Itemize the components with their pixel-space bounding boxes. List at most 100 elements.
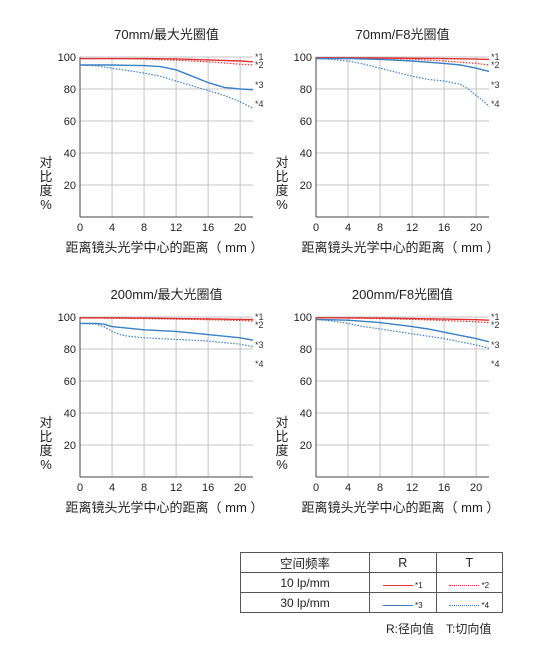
series-line-3: [316, 57, 490, 73]
x-tick-label: 12: [170, 482, 182, 494]
x-tick-label: 4: [109, 222, 115, 234]
y-tick-label: 80: [64, 344, 76, 356]
y-tick-label: 20: [64, 180, 76, 192]
y-tick-label: 80: [300, 84, 312, 96]
x-axis-label: 距离镜头光学中心的距离（ mm ）: [66, 240, 264, 255]
chart-title: 70mm/F8光圈值: [356, 27, 450, 42]
x-tick-label: 0: [313, 222, 319, 234]
x-tick-label: 8: [141, 222, 147, 234]
series-label: *3: [255, 340, 264, 350]
series-label: *3: [491, 340, 500, 350]
series-line-4: [315, 58, 490, 108]
chart-title: 70mm/最大光圈值: [114, 27, 219, 42]
x-tick-label: 16: [202, 222, 214, 234]
y-tick-label: 20: [300, 180, 312, 192]
legend-header-frequency: 空间频率: [239, 552, 371, 573]
series-line-1: [316, 57, 490, 61]
x-tick-label: 20: [470, 222, 482, 234]
y-axis-label: 对比度%: [39, 155, 52, 212]
y-tick-label: 20: [64, 440, 76, 452]
x-tick-label: 0: [313, 482, 319, 494]
x-tick-label: 20: [470, 482, 482, 494]
legend-row: 30 lp/mm *3 *4: [239, 592, 504, 613]
x-tick-label: 16: [438, 222, 450, 234]
chart-panel: 70mm/最大光圈值 20 40 60 80 100 0 4 8 12 16 20 距离镜头光学中心的距…: [39, 27, 263, 255]
y-axis-label-char: 度: [275, 443, 288, 458]
x-tick-label: 12: [406, 222, 418, 234]
y-axis-label-char: 度: [39, 443, 52, 458]
x-tick-label: 12: [406, 482, 418, 494]
series-label: *3: [491, 80, 500, 90]
y-axis-label-char: 对: [39, 415, 52, 430]
x-tick-label: 4: [345, 482, 351, 494]
y-tick-label: 40: [64, 408, 76, 420]
series-line-2: [315, 317, 490, 324]
footnote-tangential: T:切向值: [446, 622, 492, 636]
x-tick-label: 0: [77, 222, 83, 234]
y-axis-label-char: 对: [275, 415, 288, 430]
legend-swatch-r-solid: *1: [383, 581, 423, 590]
series-label: *2: [255, 320, 264, 330]
chart-panel: 70mm/F8光圈值 20 40 60 80 100 0 4 8 12 16 20 距离镜头光学中心的距…: [275, 27, 499, 255]
series-line-4: [79, 64, 254, 109]
y-tick-label: 60: [64, 116, 76, 128]
y-tick-label: 80: [64, 84, 76, 96]
y-tick-label: 100: [294, 312, 312, 324]
series-line-1: [316, 317, 490, 321]
series-label: *3: [255, 80, 264, 90]
series-label: *1: [491, 312, 500, 322]
y-axis-label: 对比度%: [39, 415, 52, 472]
legend-swatch-t-dotted: *4: [449, 601, 489, 610]
x-tick-label: 8: [377, 482, 383, 494]
y-axis-label-char: 度: [39, 183, 52, 198]
x-tick-label: 20: [234, 482, 246, 494]
series-line-2: [80, 57, 254, 66]
y-axis-label-char: 比: [275, 169, 288, 184]
y-tick-label: 100: [58, 52, 76, 64]
series-label: *1: [255, 312, 264, 322]
legend-row: 10 lp/mm *1 *2: [239, 572, 504, 593]
chart-title: 200mm/最大光圈值: [111, 287, 223, 302]
y-tick-label: 100: [58, 312, 76, 324]
series-line-3: [80, 64, 254, 91]
legend-table: 空间频率 R T 10 lp/mm *1 *2 30 lp/mm *3 *4: [239, 552, 504, 613]
y-axis-label-char: 比: [39, 429, 52, 444]
legend-header-t: T: [435, 552, 504, 573]
legend-mark: *1: [415, 581, 423, 590]
y-tick-label: 100: [294, 52, 312, 64]
x-tick-label: 4: [109, 482, 115, 494]
x-tick-label: 0: [77, 482, 83, 494]
y-axis-label-char: 比: [275, 429, 288, 444]
series-line-1: [80, 317, 254, 321]
series-line-4: [79, 322, 254, 348]
legend-swatch-r-solid: *3: [383, 601, 423, 610]
series-line-4: [315, 318, 490, 349]
series-label: *4: [255, 359, 264, 369]
series-line-3: [80, 322, 254, 341]
y-tick-label: 20: [300, 440, 312, 452]
x-tick-label: 12: [170, 222, 182, 234]
y-tick-label: 60: [300, 376, 312, 388]
legend-header-r: R: [369, 552, 437, 573]
legend-row-label: 10 lp/mm: [239, 572, 371, 593]
y-axis-label: 对比度%: [275, 155, 288, 212]
x-axis-label: 距离镜头光学中心的距离（ mm ）: [66, 500, 264, 515]
y-tick-label: 60: [300, 116, 312, 128]
series-label: *1: [255, 52, 264, 62]
x-tick-label: 16: [202, 482, 214, 494]
series-label: *4: [491, 359, 500, 369]
series-label: *2: [255, 60, 264, 70]
x-tick-label: 20: [234, 222, 246, 234]
y-axis-label-char: 对: [39, 155, 52, 170]
chart-title: 200mm/F8光圈值: [352, 287, 453, 302]
legend-mark: *4: [481, 601, 490, 610]
series-label: *1: [491, 52, 500, 62]
y-tick-label: 40: [300, 148, 312, 160]
y-axis-label-char: 比: [39, 169, 52, 184]
series-line-1: [80, 57, 254, 63]
series-line-3: [315, 318, 490, 343]
x-axis-label: 距离镜头光学中心的距离（ mm ）: [302, 500, 500, 515]
footnote: R:径向值 T:切向值: [386, 620, 491, 637]
x-axis-label: 距离镜头光学中心的距离（ mm ）: [302, 240, 500, 255]
